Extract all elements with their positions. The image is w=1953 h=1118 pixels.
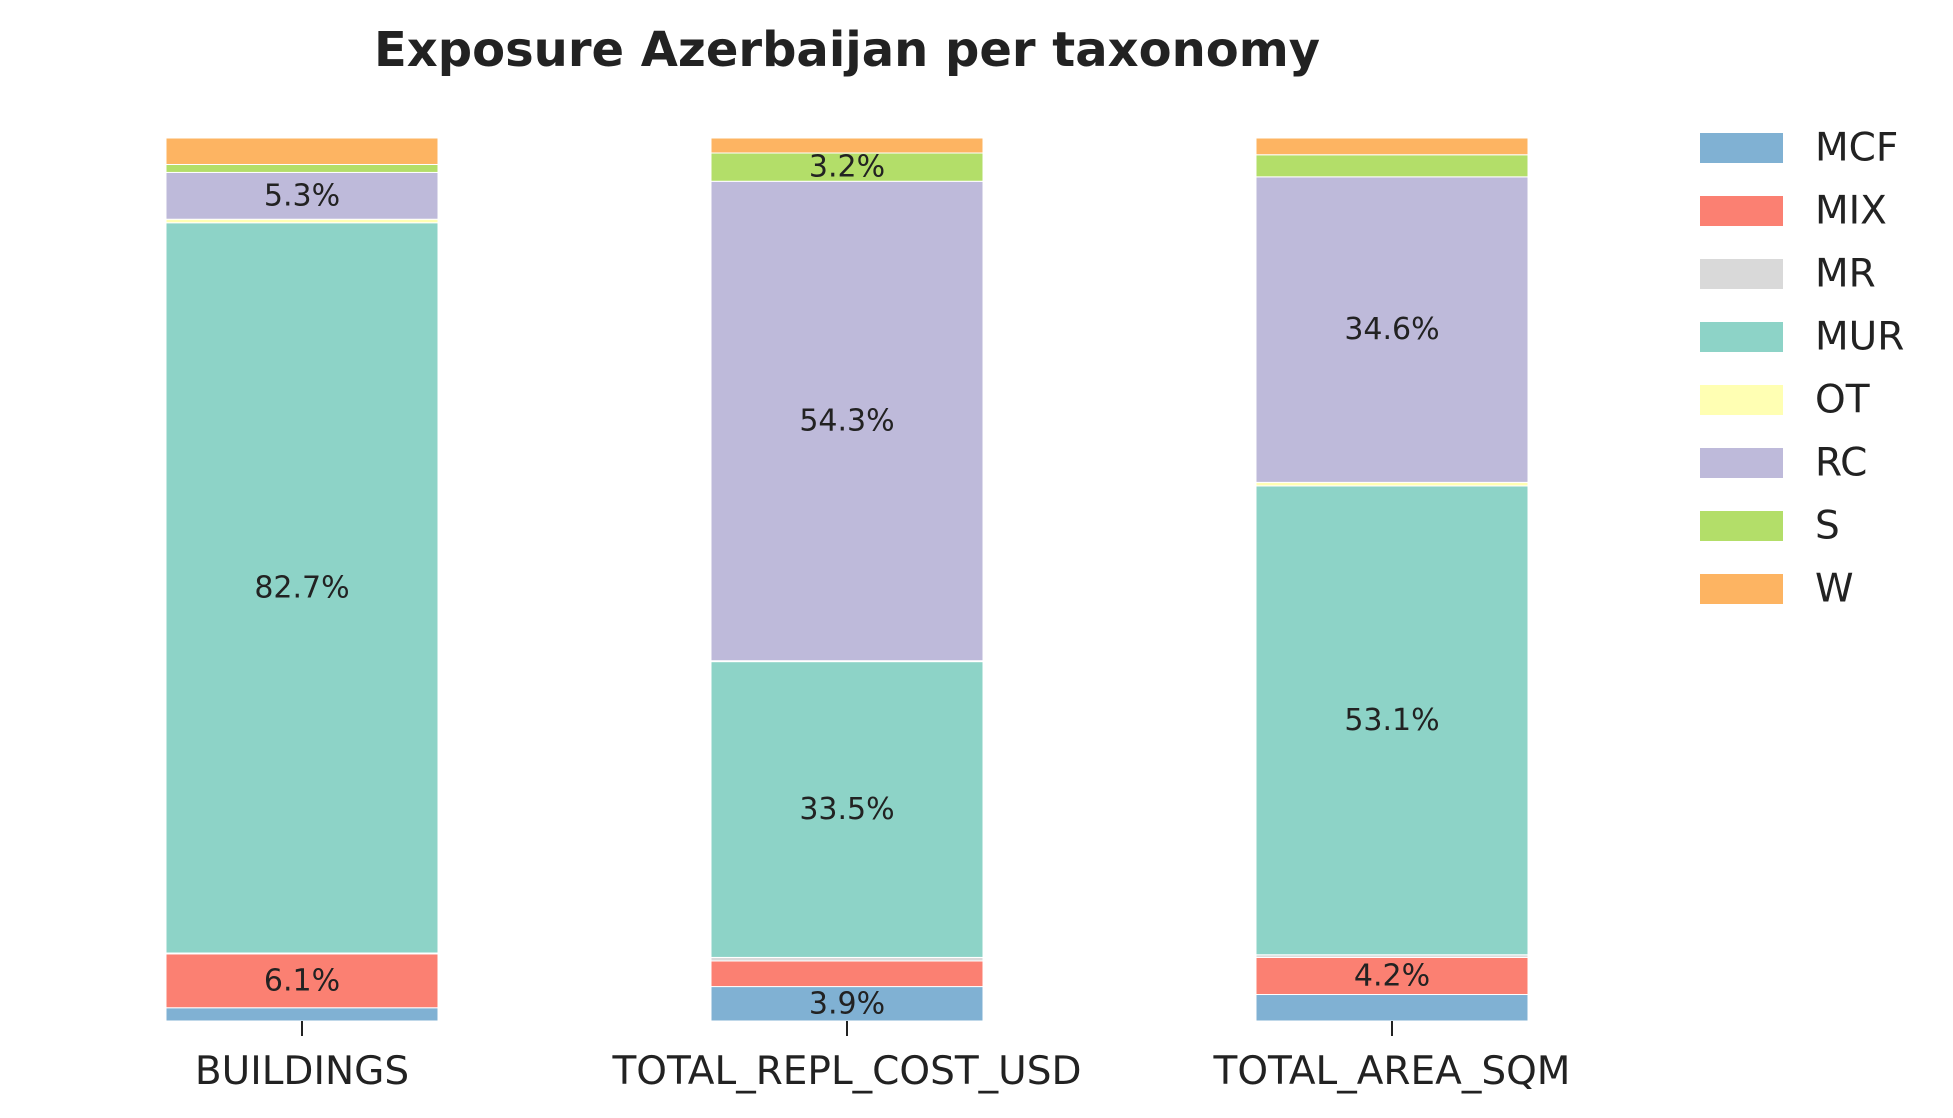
data-label-total-repl-cost-usd-s: 3.2%	[809, 150, 885, 185]
legend-label-mcf: MCF	[1815, 126, 1898, 171]
bar-total-repl-cost-usd-mr	[710, 956, 984, 962]
x-axis: BUILDINGS TOTAL_REPL_COST_USD TOTAL_AREA_S…	[195, 1021, 1571, 1094]
bar-total-area-sqm-s	[1255, 154, 1529, 178]
data-label-total-repl-cost-usd-rc: 54.3%	[799, 404, 894, 439]
legend-label-s: S	[1815, 504, 1840, 549]
legend-swatch-mix	[1700, 196, 1783, 226]
legend-swatch-w	[1700, 574, 1783, 604]
bar-buildings-mix	[165, 953, 439, 1009]
data-label-buildings-mix: 6.1%	[264, 963, 340, 998]
legend-swatch-mr	[1700, 259, 1783, 289]
legend-label-w: W	[1815, 567, 1854, 612]
data-label-total-repl-cost-usd-mur: 33.5%	[799, 792, 894, 827]
legend-swatch-mur	[1700, 322, 1783, 352]
bar-buildings-mcf	[165, 1007, 439, 1022]
legend-label-mix: MIX	[1815, 189, 1887, 234]
bar-total-repl-cost-usd-s	[710, 152, 984, 182]
legend-label-mur: MUR	[1815, 315, 1904, 360]
x-tick-label-total-repl-cost-usd: TOTAL_REPL_COST_USD	[611, 1049, 1081, 1094]
legend-swatch-ot	[1700, 385, 1783, 415]
bar-buildings-ot	[165, 218, 439, 224]
bar-buildings-s	[165, 163, 439, 173]
legend-label-ot: OT	[1815, 378, 1870, 423]
bar-total-repl-cost-usd-mcf	[710, 986, 984, 1022]
bars-group	[165, 137, 1529, 1022]
legend-swatch-s	[1700, 511, 1783, 541]
bar-total-area-sqm-ot	[1255, 481, 1529, 487]
data-label-total-repl-cost-usd-mcf: 3.9%	[809, 986, 885, 1021]
bar-total-area-sqm-mcf	[1255, 994, 1529, 1022]
legend-label-rc: RC	[1815, 441, 1867, 486]
data-label-buildings-mur: 82.7%	[254, 570, 349, 605]
bar-total-area-sqm-mix	[1255, 956, 1529, 996]
data-label-total-area-sqm-rc: 34.6%	[1344, 312, 1439, 347]
bar-buildings-mur	[165, 222, 439, 954]
bar-total-repl-cost-usd-w	[710, 137, 984, 154]
x-tick-label-total-area-sqm: TOTAL_AREA_SQM	[1213, 1049, 1571, 1094]
legend: MCF MIX MR MUR OT RC SW	[1700, 126, 1904, 612]
x-tick-label-buildings: BUILDINGS	[195, 1049, 409, 1094]
legend-swatch-mcf	[1700, 133, 1783, 163]
data-label-buildings-rc: 5.3%	[264, 178, 340, 213]
bar-total-repl-cost-usd-rc	[710, 180, 984, 662]
bar-total-area-sqm-w	[1255, 137, 1529, 156]
chart-title: Exposure Azerbaijan per taxonomy	[374, 22, 1320, 78]
legend-swatch-rc	[1700, 448, 1783, 478]
data-label-total-area-sqm-mix: 4.2%	[1354, 958, 1430, 993]
bar-total-repl-cost-usd-mix	[710, 960, 984, 988]
bar-total-area-sqm-mur	[1255, 485, 1529, 956]
bar-buildings-rc	[165, 171, 439, 220]
bar-total-area-sqm-rc	[1255, 176, 1529, 483]
legend-label-mr: MR	[1815, 252, 1876, 297]
bar-buildings-w	[165, 137, 439, 165]
data-label-total-area-sqm-mur: 53.1%	[1344, 703, 1439, 738]
segment-labels-group: 6.1% 82.7% 5.3% 3.9% 33.5% 54.3% 3.2% 4.2% 53.1%…	[254, 150, 1439, 1022]
